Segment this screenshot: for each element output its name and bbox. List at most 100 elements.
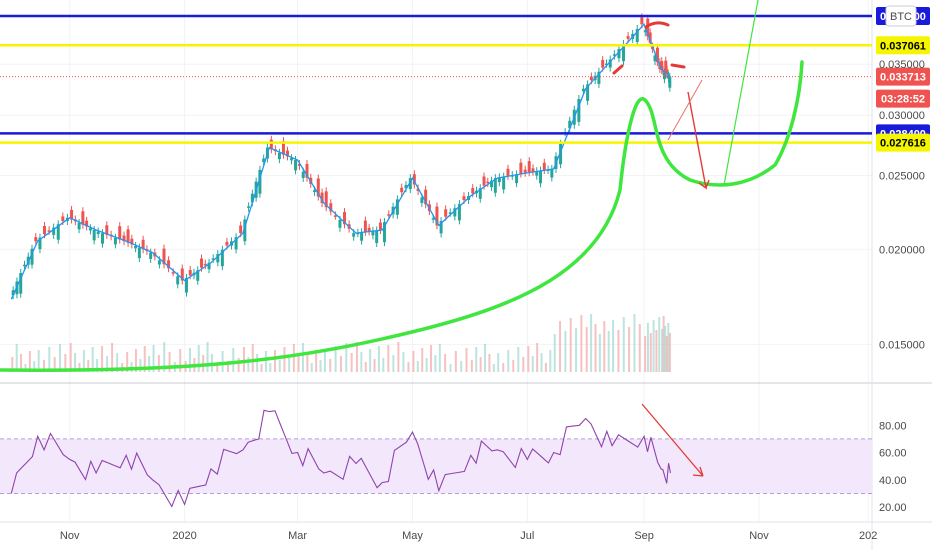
- volume-bar: [402, 352, 405, 372]
- candle-body: [435, 206, 439, 226]
- candle-body: [234, 237, 238, 250]
- volume-bar: [612, 320, 615, 372]
- candle-body: [664, 60, 668, 74]
- trend-curve-annotation: [0, 60, 804, 372]
- time-tick-label: May: [402, 530, 423, 542]
- volume-bar: [126, 352, 129, 372]
- candle-body: [360, 232, 364, 241]
- time-tick-label: Jul: [520, 530, 534, 542]
- volume-bar: [661, 329, 664, 372]
- volume-bar: [260, 364, 263, 372]
- candle-body: [122, 235, 126, 242]
- candle-body: [626, 36, 630, 39]
- price-tick-label: 0.030000: [879, 110, 925, 122]
- price-level-tag: [876, 36, 930, 55]
- volume-bar: [48, 347, 51, 372]
- volume-bar: [297, 356, 300, 372]
- candle-body: [542, 162, 546, 171]
- volume-bar: [78, 363, 81, 372]
- candle-body: [200, 258, 204, 268]
- price-level-tag: [876, 133, 930, 152]
- time-tick-label: Nov: [60, 530, 80, 542]
- volume-bar: [564, 331, 567, 372]
- candle-body: [363, 220, 367, 232]
- candle-body: [471, 188, 475, 194]
- price-level-label: 0.033713: [880, 72, 926, 84]
- volume-bar: [157, 355, 160, 372]
- volume-bar: [360, 352, 363, 372]
- time-tick-label: 2020: [172, 530, 196, 542]
- candle-body: [250, 193, 254, 203]
- candle-body: [568, 120, 572, 129]
- candle-body: [660, 61, 664, 71]
- candle-body: [444, 209, 448, 217]
- candle-body: [176, 276, 180, 285]
- volume-bar: [497, 353, 500, 372]
- countdown-label: 03:28:52: [881, 94, 925, 106]
- rsi-divergence-arrow: [641, 403, 704, 477]
- currency-badge[interactable]: [885, 5, 917, 27]
- volume-bar: [87, 360, 90, 372]
- countdown-tag: [876, 89, 930, 108]
- candle-body: [305, 163, 309, 178]
- candle-body: [665, 69, 669, 75]
- volume-bar: [82, 350, 85, 372]
- volume-bar: [206, 342, 209, 372]
- wedge-line: [667, 79, 703, 141]
- volume-bar: [536, 343, 539, 372]
- candle-body: [294, 159, 298, 171]
- candle-body: [243, 219, 247, 242]
- candle-body: [313, 190, 317, 192]
- candle-body: [281, 141, 285, 155]
- volume-bar: [665, 336, 668, 372]
- volume-bar: [527, 346, 530, 372]
- candle-body: [662, 72, 666, 80]
- candle-body: [519, 162, 523, 174]
- volume-bar: [512, 360, 515, 372]
- candle-body: [352, 233, 356, 237]
- candle-body: [527, 161, 531, 173]
- price-tick-label: 0.020000: [879, 244, 925, 256]
- volume-bar: [74, 353, 77, 372]
- time-tick-label: 202: [859, 530, 877, 542]
- candle-body: [395, 199, 399, 215]
- candle-body: [211, 258, 215, 260]
- candle-body: [608, 59, 612, 68]
- volume-bar: [662, 316, 665, 372]
- volume-bar: [575, 328, 578, 372]
- volume-bar: [11, 357, 14, 372]
- volume-bar: [580, 315, 583, 372]
- volume-bar: [416, 361, 419, 372]
- candle-body: [126, 229, 130, 243]
- candle-body: [515, 174, 519, 184]
- volume-bar: [667, 323, 670, 372]
- volume-bar: [152, 345, 155, 372]
- candle-body: [30, 248, 34, 265]
- candle-body: [457, 204, 461, 221]
- volume-bar: [148, 356, 151, 372]
- volume-bar: [247, 357, 250, 372]
- volume-bar: [502, 363, 505, 372]
- volume-bar: [407, 362, 410, 372]
- candle-body: [635, 29, 639, 42]
- candle-body: [196, 270, 200, 281]
- volume-bar: [221, 351, 224, 372]
- volume-bar: [668, 333, 671, 372]
- volume-bar: [598, 334, 601, 372]
- time-tick-label: Sep: [634, 530, 654, 542]
- candle-body: [258, 169, 262, 194]
- rsi-tick-label: 60.00: [879, 448, 907, 460]
- candle-body: [612, 54, 616, 56]
- volume-bar: [91, 347, 94, 372]
- candle-body: [247, 206, 251, 208]
- candle-body: [424, 189, 428, 205]
- candle-body: [118, 226, 122, 240]
- rsi-tick-label: 40.00: [879, 475, 907, 487]
- candle-body: [77, 222, 81, 230]
- candle-body: [502, 176, 506, 190]
- candle-body: [269, 139, 273, 150]
- candle-body: [581, 88, 585, 92]
- volume-bar: [197, 345, 200, 372]
- candle-body: [47, 230, 51, 232]
